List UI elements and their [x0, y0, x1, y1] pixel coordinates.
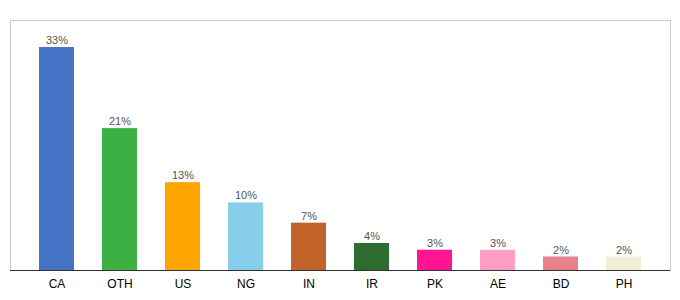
svg-text:US: US [175, 277, 192, 291]
svg-text:4%: 4% [364, 230, 380, 242]
svg-text:IR: IR [366, 277, 378, 291]
svg-text:2%: 2% [553, 244, 569, 256]
svg-text:10%: 10% [235, 189, 257, 201]
svg-text:OTH: OTH [107, 277, 132, 291]
svg-text:NG: NG [237, 277, 255, 291]
svg-text:PK: PK [427, 277, 443, 291]
svg-text:CA: CA [49, 277, 66, 291]
svg-text:2%: 2% [616, 244, 632, 256]
svg-text:AE: AE [490, 277, 506, 291]
svg-text:13%: 13% [172, 169, 194, 181]
svg-text:7%: 7% [301, 210, 317, 222]
svg-text:PH: PH [616, 277, 633, 291]
svg-text:BD: BD [553, 277, 570, 291]
svg-text:IN: IN [303, 277, 315, 291]
svg-text:33%: 33% [46, 34, 68, 46]
svg-text:3%: 3% [427, 237, 443, 249]
svg-text:3%: 3% [490, 237, 506, 249]
svg-text:21%: 21% [109, 115, 131, 127]
